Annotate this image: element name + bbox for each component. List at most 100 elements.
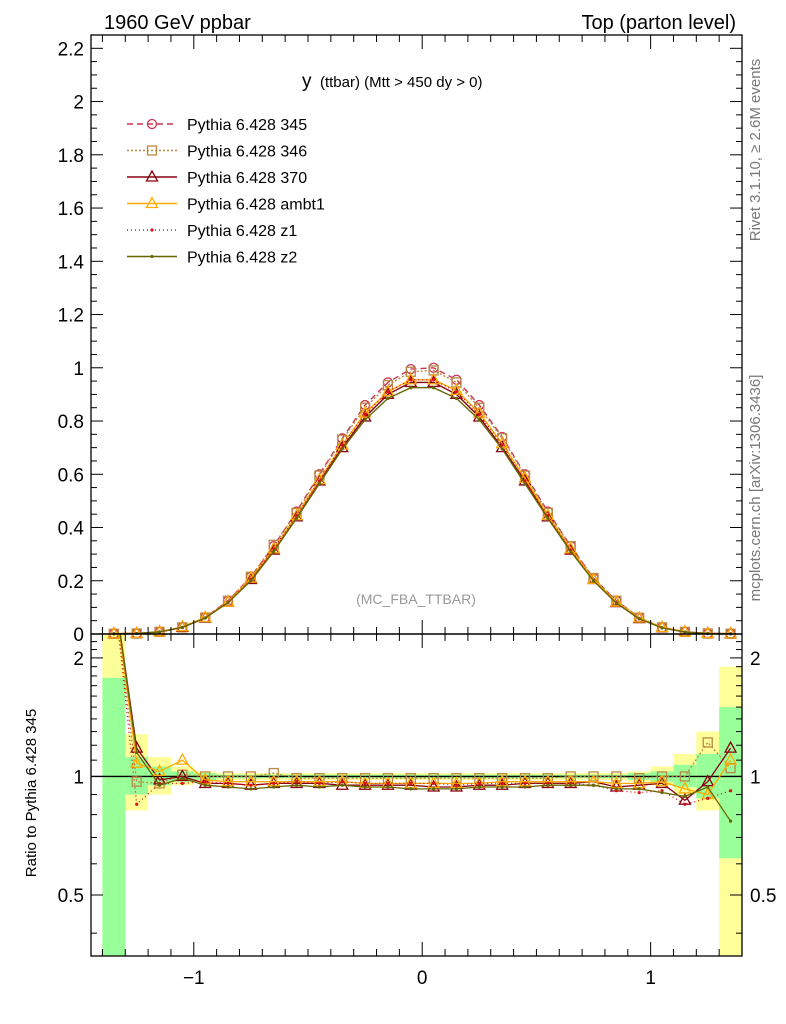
ratio-point [454, 787, 459, 791]
data-point [451, 374, 462, 385]
ratio-point [289, 776, 304, 789]
data-point [107, 626, 121, 639]
axes: 0 0.2 0.4 0.6 0.8 1 1.2 1.4 1.6 1.8 2 2.2 −1 0 1 0.5 0.5… [58, 34, 776, 989]
y-tick-label: 1.2 [58, 306, 84, 327]
ratio-point [317, 785, 322, 789]
ratio-point [728, 789, 733, 793]
data-point [683, 630, 687, 634]
ratio-point [472, 777, 486, 790]
ratio-point [427, 779, 441, 792]
legend-marker [145, 196, 159, 209]
data-point [477, 418, 481, 422]
plot-title: y (ttbar) (Mtt > 450 dy > 0) [302, 71, 483, 92]
data-point [477, 412, 481, 416]
header-right-label: Top (parton level) [581, 12, 736, 34]
ratio-point [249, 783, 253, 787]
legend-marker [150, 228, 154, 232]
ratio-point [678, 781, 692, 794]
data-point [404, 372, 418, 385]
data-point [449, 383, 464, 396]
data-point [432, 386, 436, 390]
data-point [500, 443, 504, 447]
data-point [180, 625, 184, 629]
ratio-y-tick-label-right: 2 [750, 649, 761, 670]
ratio-point [564, 776, 578, 789]
ratio-point [157, 783, 162, 787]
header-left-label: 1960 GeV ppbar [104, 12, 251, 34]
ratio-point [637, 790, 641, 795]
ratio-point [723, 752, 738, 765]
data-point [294, 516, 299, 520]
series-line [113, 387, 731, 635]
ratio-line [119, 634, 732, 822]
ratio-point [226, 785, 230, 789]
ratio-point [500, 781, 504, 786]
ratio-y-tick-label-right: 1 [750, 767, 761, 788]
ratio-point [152, 764, 167, 777]
data-point [157, 630, 162, 634]
ratio-point [656, 771, 668, 782]
ratio-point [728, 819, 733, 823]
ratio-point [637, 787, 641, 791]
ratio-point [249, 787, 253, 791]
ratio-point [340, 780, 344, 784]
ratio-point [335, 777, 349, 790]
x-tick-label: 0 [417, 968, 428, 989]
ratio-point [409, 781, 413, 786]
data-point [386, 396, 390, 400]
data-point [660, 626, 664, 630]
ratio-y-axis-label: Ratio to Pythia 6.428 345 [23, 709, 40, 877]
ratio-band-green [719, 707, 742, 859]
ratio-point [363, 785, 367, 789]
data-point [363, 412, 367, 416]
ratio-point [294, 780, 299, 784]
ratio-point [386, 781, 390, 786]
data-point [358, 405, 372, 418]
rivet-version-label: Rivet 3.1.10, ≥ 2.6M events [747, 59, 764, 242]
ratio-point [591, 783, 596, 787]
y-tick-label: 1.8 [58, 146, 84, 167]
mcplots-label: mcplots.cern.ch [arXiv:1306.3436] [747, 375, 764, 602]
data-point [427, 372, 441, 385]
y-tick-label: 2 [73, 93, 84, 114]
ratio-point [432, 781, 436, 786]
ratio-y-tick-label: 1 [73, 767, 84, 788]
legend-marker [145, 169, 159, 182]
ratio-point [546, 783, 550, 787]
data-point [432, 378, 436, 382]
ratio-y-tick-label: 2 [73, 649, 84, 670]
data-point [381, 384, 395, 397]
ratio-point [245, 771, 257, 782]
ratio-point [226, 781, 230, 786]
ratio-point [679, 771, 691, 782]
ratio-point [363, 781, 367, 786]
plot-title-rest: (ttbar) (Mtt > 450 dy > 0) [320, 74, 483, 91]
data-point [500, 447, 504, 451]
ratio-line [119, 634, 732, 796]
y-tick-label: 1.4 [58, 252, 85, 273]
data-point [701, 626, 715, 639]
legend-label: Pythia 6.428 346 [187, 144, 307, 161]
legend-marker [150, 254, 154, 259]
ratio-plot-frame [90, 633, 743, 957]
ratio-point [203, 783, 207, 787]
ratio-point [175, 752, 189, 765]
data-point [569, 549, 573, 554]
ratio-point [523, 785, 527, 789]
ratio-point [358, 777, 372, 790]
ratio-point [449, 779, 464, 792]
data-point [409, 386, 413, 390]
data-point [340, 447, 344, 451]
data-point [614, 601, 618, 605]
main-series [107, 362, 738, 639]
legend-label: Pythia 6.428 345 [187, 117, 307, 134]
series-pythia-6.428-z2 [112, 386, 733, 636]
ratio-point [272, 785, 276, 789]
ratio-point [723, 740, 738, 753]
ratio-point [565, 771, 576, 782]
ratio-point [409, 787, 413, 791]
y-tick-label: 0.8 [58, 412, 84, 433]
ratio-point [500, 785, 504, 789]
data-point [723, 626, 738, 639]
y-tick-label: 0.2 [58, 572, 84, 593]
